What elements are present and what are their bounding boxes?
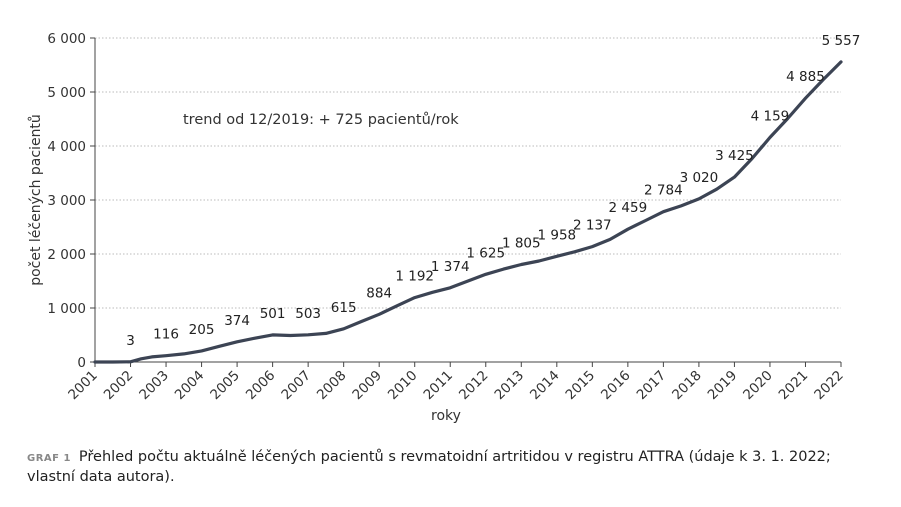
data-label: 3 425 [715,148,754,164]
y-tick-label: 0 [77,355,86,371]
data-label: 1 192 [395,269,434,285]
x-tick-label: 2006 [243,368,279,404]
data-label: 4 885 [786,69,825,85]
x-axis-ticks: 2001 2002 2003 2004 2005 2006 2007 2008 2009 2010… [65,362,847,403]
x-tick-label: 2012 [456,368,492,404]
y-tick-label: 6 000 [47,31,86,47]
x-tick-label: 2019 [705,368,741,404]
data-label: 3 020 [680,170,719,186]
x-tick-label: 2013 [492,368,528,404]
data-label: 2 137 [573,218,612,234]
data-label: 1 374 [431,259,470,275]
y-tick-label: 4 000 [47,139,86,155]
data-label: 4 159 [751,108,790,124]
x-tick-label: 2011 [420,368,456,404]
x-tick-label: 2015 [563,368,599,404]
x-tick-label: 2007 [278,368,314,404]
x-axis-label: roky [431,408,461,424]
data-label: 501 [260,306,286,322]
x-tick-label: 2021 [776,368,812,404]
data-label: 503 [295,306,321,322]
y-tick-label: 2 000 [47,247,86,263]
data-label: 884 [366,285,392,301]
y-tick-label: 1 000 [47,301,86,317]
data-label: 1 625 [466,245,505,261]
data-label: 1 805 [502,236,541,252]
x-tick-label: 2020 [740,368,776,404]
y-tick-label: 3 000 [47,193,86,209]
x-tick-label: 2018 [669,368,705,404]
y-tick-label: 5 000 [47,85,86,101]
x-tick-label: 2003 [136,368,172,404]
x-tick-label: 2002 [101,368,137,404]
data-label: 374 [224,313,250,329]
x-tick-label: 2010 [385,368,421,404]
x-tick-label: 2009 [349,368,385,404]
caption-text: Přehled počtu aktuálně léčených pacientů… [27,449,831,485]
data-label: 615 [331,300,357,316]
line-chart: 0 1 000 2 000 3 000 4 000 5 000 6 000 2001 2002… [28,31,860,424]
data-label: 1 958 [537,227,576,243]
data-label: 2 459 [609,200,648,216]
x-tick-label: 2004 [172,368,208,404]
x-tick-label: 2008 [314,368,350,404]
x-tick-label: 2022 [811,368,847,404]
x-tick-label: 2017 [634,368,670,404]
x-tick-label: 2001 [65,368,101,404]
data-label: 116 [153,327,179,343]
y-axis-label: počet léčených pacientů [28,114,44,286]
x-tick-label: 2005 [207,368,243,404]
trend-annotation: trend od 12/2019: + 725 pacientů/rok [183,112,459,128]
series-layer [93,60,843,364]
data-label: 5 557 [822,33,861,49]
caption-label: GRAF 1 [27,453,71,464]
x-tick-label: 2014 [527,368,563,404]
y-axis-ticks: 0 1 000 2 000 3 000 4 000 5 000 6 000 [47,31,95,371]
data-label: 3 [126,333,135,349]
series-line [93,60,843,364]
data-label: 205 [189,322,215,338]
figure-caption: GRAF 1 Přehled počtu aktuálně léčených pa… [27,448,877,487]
x-tick-label: 2016 [598,368,634,404]
data-label: 2 784 [644,183,683,199]
